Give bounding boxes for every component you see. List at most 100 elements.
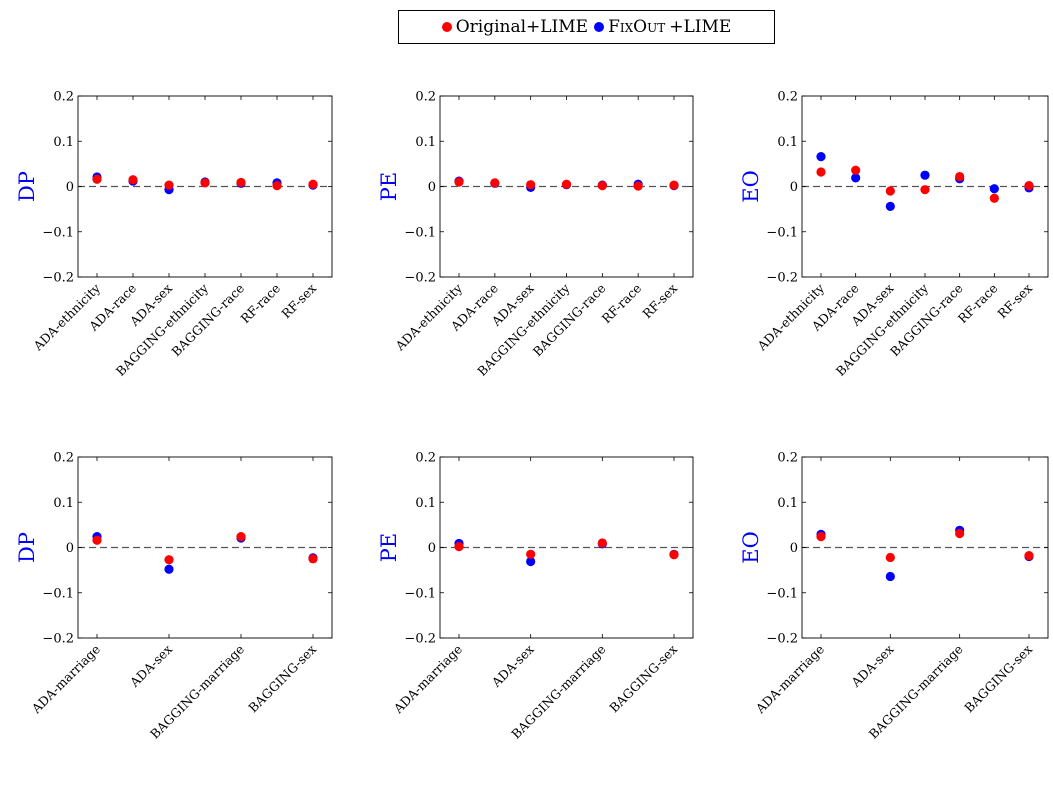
y-axis-label: EO [739, 170, 763, 203]
y-tick-label: −0.1 [766, 586, 798, 601]
x-tick-label: RF-race [599, 281, 645, 327]
y-tick-label: 0.1 [777, 496, 798, 511]
y-tick-label: −0.2 [42, 271, 74, 286]
y-tick-label: −0.2 [766, 271, 798, 286]
chart-panel-5: 0.2 0.1 0 −0.1 −0.2 PE ADA-marriage ADA-sex BAGG… [377, 451, 694, 742]
y-tick-label: −0.1 [42, 225, 74, 240]
y-tick-label: 0 [428, 541, 436, 556]
x-tick-label: ADA-sex [488, 642, 537, 691]
y-tick-label: 0.1 [777, 135, 798, 150]
point-original-lime [633, 181, 643, 191]
x-tick-label: ADA-marriage [390, 642, 465, 717]
point-fixout-lime [989, 184, 999, 194]
y-tick-label: 0.2 [53, 90, 74, 105]
x-tick-label: BAGGING-sex [606, 642, 680, 716]
y-tick-label: 0.2 [415, 90, 436, 105]
chart-panel-2: 0.20.10−0.1−0.2PEADA-ethnicityADA-raceAD… [377, 90, 694, 379]
y-tick-label: 0.1 [415, 496, 436, 511]
point-original-lime [164, 180, 174, 190]
x-tick-label: RF-sex [994, 281, 1035, 322]
point-original-lime [885, 186, 895, 196]
point-original-lime [200, 178, 210, 188]
point-original-lime [164, 555, 174, 565]
point-original-lime [454, 177, 464, 187]
y-tick-label: 0 [790, 180, 798, 195]
y-tick-label: −0.1 [42, 586, 74, 601]
chart-panel-1: 0.20.10−0.1−0.2DPADA-ethnicityADA-raceAD… [15, 90, 333, 379]
point-original-lime [885, 552, 895, 563]
point-original-lime [561, 179, 572, 189]
y-tick-label: 0.2 [777, 451, 798, 466]
y-tick-label: −0.2 [404, 271, 436, 286]
point-original-lime [1024, 551, 1034, 561]
point-original-lime [308, 554, 318, 564]
y-tick-label: 0.1 [53, 496, 74, 511]
point-original-lime [272, 180, 282, 191]
point-fixout-lime [920, 170, 930, 180]
x-tick-label: RF-sex [278, 281, 319, 322]
point-original-lime [597, 538, 607, 548]
point-original-lime [597, 180, 607, 191]
point-original-lime [454, 541, 464, 552]
y-tick-label: −0.2 [42, 632, 74, 647]
y-tick-label: 0.1 [53, 135, 74, 150]
x-tick-label: ADA-sex [848, 642, 897, 691]
y-tick-label: 0 [66, 541, 74, 556]
y-axis-label: PE [377, 172, 401, 201]
point-original-lime [526, 549, 536, 559]
point-original-lime [1024, 180, 1034, 191]
y-tick-label: 0 [790, 541, 798, 556]
y-tick-label: 0.1 [415, 135, 436, 150]
point-original-lime [955, 528, 965, 539]
point-original-lime [236, 532, 246, 542]
y-tick-label: 0.2 [777, 90, 798, 105]
y-tick-label: −0.1 [766, 225, 798, 240]
x-tick-label: RF-race [237, 281, 283, 327]
point-fixout-lime [885, 201, 895, 212]
point-original-lime [816, 532, 826, 542]
point-original-lime [989, 193, 999, 203]
legend-item-original: Original+LIME [441, 17, 588, 37]
point-original-lime [490, 178, 500, 188]
point-original-lime [92, 535, 102, 545]
point-original-lime [128, 175, 138, 185]
point-original-lime [955, 171, 965, 182]
y-tick-label: −0.1 [404, 586, 436, 601]
point-original-lime [92, 174, 102, 184]
point-original-lime [851, 165, 861, 175]
y-axis-label: DP [15, 532, 39, 563]
point-fixout-lime [885, 571, 895, 582]
point-fixout-lime [851, 173, 861, 183]
point-original-lime [308, 179, 318, 189]
point-fixout-lime [526, 556, 536, 567]
legend-marker-fixout [594, 22, 605, 32]
x-tick-label: ADA-sex [126, 642, 175, 691]
y-tick-label: 0 [66, 180, 74, 195]
point-original-lime [920, 185, 930, 195]
y-axis-label: PE [377, 533, 401, 562]
point-original-lime [816, 167, 826, 177]
legend-label-fixout: FixOut [608, 17, 666, 37]
x-tick-label: BAGGING-sex [245, 642, 319, 716]
legend-item-fixout: FixOut +LIME [594, 17, 731, 37]
chart-panel-3: 0.20.10−0.1−0.2EOADA-ethnicityADA-raceAD… [739, 90, 1049, 379]
chart-panel-4: 0.2 0.1 0 −0.1 −0.2 DP ADA-marriage ADA-sex BAGG… [15, 451, 333, 742]
y-tick-label: −0.2 [766, 632, 798, 647]
point-fixout-lime [164, 564, 174, 574]
point-original-lime [669, 180, 679, 190]
y-tick-label: 0.2 [53, 451, 74, 466]
point-fixout-lime [816, 152, 826, 162]
y-tick-label: 0.2 [415, 451, 436, 466]
point-original-lime [669, 550, 679, 560]
x-tick-label: RF-sex [639, 281, 680, 322]
x-tick-label: ADA-marriage [28, 642, 103, 717]
x-tick-label: BAGGING-sex [961, 642, 1035, 716]
y-axis-label: EO [739, 531, 763, 564]
y-tick-label: −0.2 [404, 632, 436, 647]
y-tick-label: −0.1 [404, 225, 436, 240]
point-original-lime [526, 180, 536, 190]
y-axis-label: DP [15, 171, 39, 202]
x-tick-label: ADA-marriage [752, 642, 827, 717]
legend-marker-original [441, 22, 452, 32]
